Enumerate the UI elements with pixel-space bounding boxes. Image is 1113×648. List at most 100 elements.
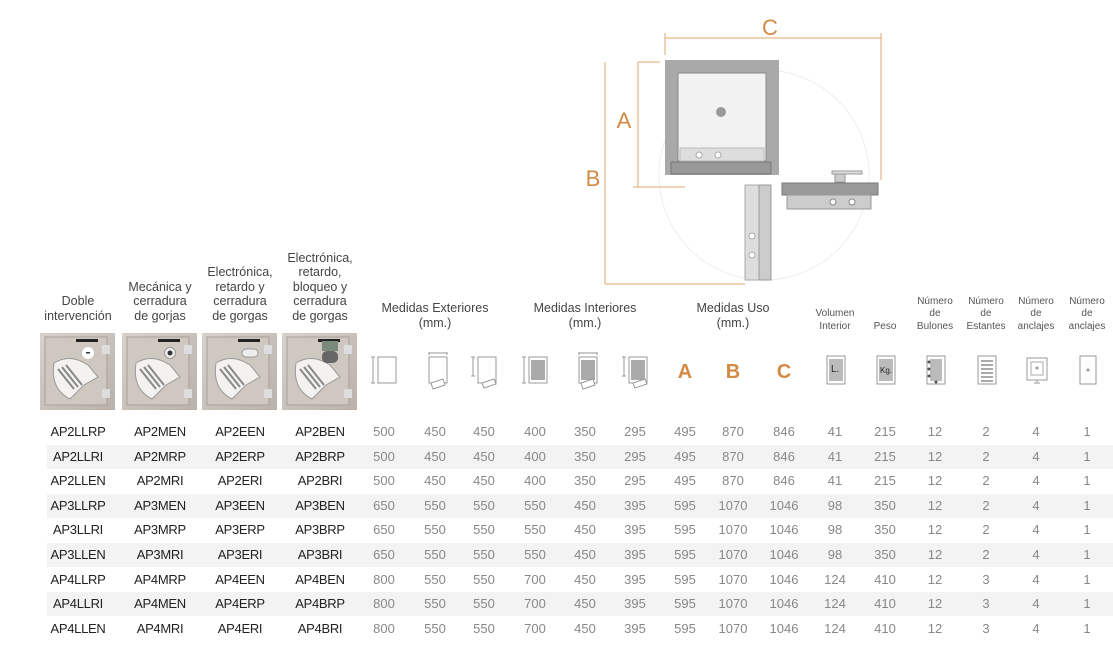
safe-dial-lock-image	[122, 333, 197, 410]
spec-value: 4	[1032, 547, 1040, 562]
small-header: Número de Estantes	[966, 295, 1006, 332]
model-code: AP4MEN	[134, 596, 186, 612]
model-code: AP4ERI	[217, 620, 263, 636]
spec-value: 12	[927, 522, 943, 538]
spec-value: 495	[674, 448, 696, 464]
spec-value: 650	[373, 522, 395, 538]
spec-value: 295	[624, 473, 646, 489]
spec-value: 870	[722, 448, 744, 464]
spec-value: 450	[574, 497, 596, 513]
spec-value: 1070	[718, 620, 748, 636]
model-code: AP2ERP	[215, 448, 265, 464]
spec-value: 12	[927, 620, 943, 636]
spec-value: 12	[927, 448, 943, 464]
spec-value: 700	[524, 596, 546, 612]
spec-value: 215	[874, 424, 896, 439]
spec-value: 400	[524, 448, 546, 464]
spec-value: 500	[373, 473, 395, 489]
spec-value: 1070	[718, 547, 748, 562]
spec-value: 1046	[769, 547, 799, 562]
spec-value: 450	[424, 424, 446, 439]
spec-value: 450	[473, 424, 495, 439]
model-code: AP3BEN	[295, 497, 345, 513]
exterior-width-icon	[428, 352, 448, 390]
safe-keylock-image	[40, 333, 115, 410]
spec-value: 350	[574, 424, 596, 439]
spec-value: 550	[473, 522, 495, 538]
spec-value: 450	[574, 596, 596, 612]
spec-value: 550	[473, 547, 495, 562]
svg-text:L.: L.	[831, 364, 839, 375]
spec-value: 410	[874, 571, 896, 587]
spec-value: 2	[982, 473, 990, 489]
use-dimension-a: A	[677, 361, 693, 383]
spec-value: 595	[674, 596, 696, 612]
spec-value: 350	[574, 448, 596, 464]
spec-value: 4	[1032, 497, 1040, 513]
spec-value: 870	[722, 473, 744, 489]
spec-value: 395	[624, 547, 646, 562]
spec-value: 395	[624, 571, 646, 587]
spec-value: 395	[624, 596, 646, 612]
model-code: AP4MRI	[136, 620, 184, 636]
table-row: AP3LLRI AP3MRP AP3ERP AP3BRP 650 550 550 550 450…	[47, 518, 1113, 542]
volume-litres-icon: L.	[826, 355, 846, 385]
spec-value: 1	[1083, 424, 1091, 439]
interior-depth-icon	[622, 356, 648, 389]
use-dimension-b: B	[725, 361, 741, 383]
spec-value: 550	[524, 497, 546, 513]
spec-value: 500	[373, 448, 395, 464]
model-code: AP4LLRI	[53, 596, 103, 612]
model-code: AP4LLEN	[50, 620, 106, 636]
spec-value: 98	[827, 497, 843, 513]
model-code: AP3MRP	[134, 522, 186, 538]
spec-value: 12	[927, 547, 943, 562]
spec-value: 550	[424, 571, 446, 587]
spec-value: 550	[424, 522, 446, 538]
model-code: AP4BRI	[297, 620, 343, 636]
spec-value: 295	[624, 424, 646, 439]
dimension-label-b: B	[586, 166, 601, 191]
model-code: AP4EEN	[215, 571, 265, 587]
spec-value: 2	[982, 547, 990, 562]
spec-value: 1	[1083, 448, 1091, 464]
small-header: Número de Bulones	[916, 295, 954, 332]
spec-value: 3	[982, 571, 990, 587]
model-code: AP2LLEN	[50, 473, 106, 489]
spec-value: 550	[473, 497, 495, 513]
spec-value: 98	[827, 522, 843, 538]
spec-value: 4	[1032, 473, 1040, 489]
spec-value: 1046	[769, 596, 799, 612]
spec-value: 450	[473, 448, 495, 464]
spec-value: 410	[874, 596, 896, 612]
spec-value: 550	[424, 497, 446, 513]
spec-value: 1046	[769, 571, 799, 587]
spec-value: 400	[524, 473, 546, 489]
spec-value: 846	[773, 424, 795, 439]
spec-value: 450	[574, 547, 596, 562]
spec-value: 1	[1083, 473, 1091, 489]
safe-dimension-diagram: C A B	[586, 15, 882, 285]
model-code: AP3EEN	[215, 497, 265, 513]
small-header: Volumen Interior	[815, 308, 855, 332]
spec-value: 395	[624, 620, 646, 636]
model-code: AP3ERP	[215, 522, 265, 538]
spec-value: 2	[982, 497, 990, 513]
spec-value: 550	[524, 522, 546, 538]
safe-electronic-display-lock-image	[282, 333, 357, 410]
spec-value: 124	[824, 620, 846, 636]
table-row: AP4LLEN AP4MRI AP4ERI AP4BRI 800 550 550 700 450…	[47, 617, 1113, 641]
spec-value: 700	[524, 620, 546, 636]
model-code: AP2MEN	[134, 424, 186, 439]
floor-anchor-icon	[1026, 357, 1048, 384]
spec-value: 450	[574, 571, 596, 587]
spec-value: 12	[927, 473, 943, 489]
model-column-header: Doble intervención	[44, 294, 112, 323]
model-code: AP2LLRP	[50, 424, 106, 439]
model-code: AP3MRI	[136, 547, 184, 562]
spec-value: 400	[524, 424, 546, 439]
spec-value: 41	[827, 448, 843, 464]
dimension-label-a: A	[617, 108, 632, 133]
table-row: AP4LLRP AP4MRP AP4EEN AP4BEN 800 550 550 700 450…	[47, 568, 1113, 592]
spec-value: 700	[524, 571, 546, 587]
